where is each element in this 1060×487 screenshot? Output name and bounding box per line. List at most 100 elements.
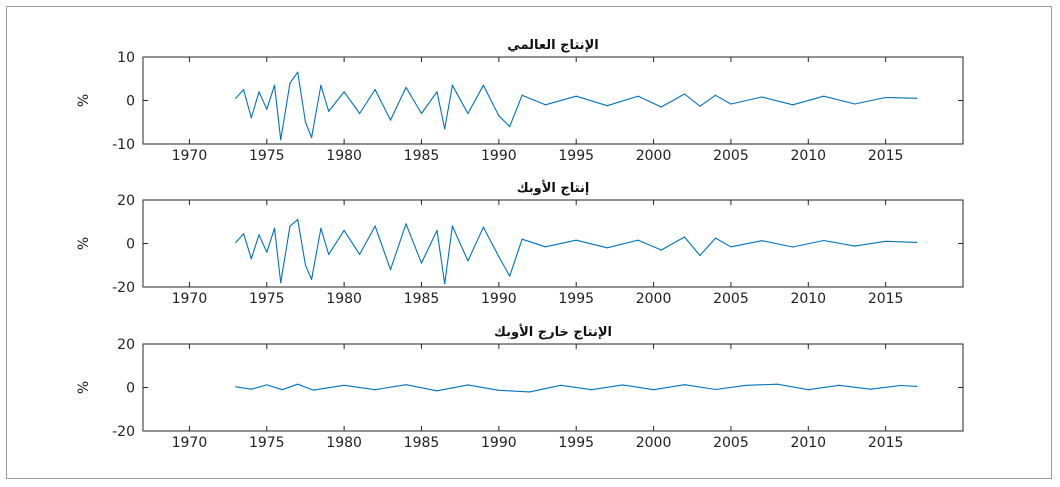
data-point [304,121,307,123]
data-point [885,96,887,99]
y-tick-label: 20 [117,193,135,209]
data-point [467,112,469,115]
data-point [444,128,446,130]
data-point [258,234,260,236]
data-point [714,237,717,239]
data-point [250,258,252,260]
data-point [575,239,577,241]
data-point [575,95,577,97]
x-tick-label: 1985 [404,435,440,451]
y-tick-label: 0 [126,94,135,110]
data-point [482,84,484,86]
data-point [714,388,717,391]
data-point [258,91,260,93]
data-point [266,251,268,253]
data-point [498,115,500,117]
data-point [900,384,902,387]
data-point [297,219,299,221]
y-tick-label: -10 [112,137,135,153]
x-tick-label: 1970 [172,435,208,451]
x-tick-label: 1995 [558,148,594,164]
x-tick-label: 1980 [326,148,362,164]
data-point [250,117,252,119]
data-point [320,227,322,229]
data-point [266,384,268,386]
data-point [509,275,511,277]
x-tick-label: 2000 [636,291,672,307]
x-tick-label: 1995 [558,435,594,451]
data-point [823,95,825,97]
x-tick-label: 1990 [481,148,517,164]
data-point [420,262,423,264]
data-point [838,384,840,386]
data-point [374,225,376,227]
data-point [637,95,639,97]
data-point [660,106,662,108]
data-point [235,386,237,388]
y-axis-label: % [76,237,92,250]
data-point [304,264,307,266]
data-point [591,389,593,391]
data-point [467,384,469,386]
data-point [280,139,282,141]
x-tick-label: 2000 [636,435,672,451]
subplot-title: إنتاج الأوبك [517,179,590,196]
data-point [235,97,237,99]
data-point [436,229,438,231]
data-point [807,389,809,391]
y-tick-label: -20 [112,424,135,440]
data-point [343,229,345,231]
data-point [730,103,732,105]
data-point [683,93,686,95]
data-point [320,84,322,86]
data-point [343,384,345,386]
data-point [280,282,282,284]
data-point [405,223,407,225]
data-point [916,241,918,243]
x-tick-label: 2000 [636,148,672,164]
y-axis-label: % [76,381,92,394]
data-point [451,84,453,86]
data-point [297,71,299,73]
data-point [792,104,794,106]
data-point [436,91,438,93]
data-point [792,246,794,248]
data-point [660,249,662,251]
x-tick-label: 1975 [249,148,285,164]
data-point [235,241,237,243]
x-tick-label: 2015 [868,435,904,451]
data-point [420,112,423,115]
data-point [311,278,313,280]
data-point [297,383,299,385]
x-tick-label: 2010 [790,435,826,451]
data-point [482,226,484,228]
data-point [266,108,268,110]
data-point [622,384,624,386]
data-point [683,236,686,238]
data-point [359,112,361,115]
data-point [521,94,523,96]
subplot-2: إنتاج الأوبك%1970 1975 1980 1985 1990 1995 200… [76,179,964,307]
data-point [289,82,291,84]
data-point [544,246,546,248]
data-point [560,384,562,386]
data-point [498,256,500,258]
y-tick-label: -20 [112,280,135,296]
data-point [869,388,871,390]
data-point [854,103,856,105]
x-tick-label: 2010 [790,148,826,164]
data-point [637,239,639,241]
data-point [389,119,392,121]
data-point [374,89,376,91]
data-point [730,246,732,248]
subplot-title: الإنتاج خارج الأوبك [494,323,612,340]
data-point [776,383,778,385]
data-point [444,283,446,285]
data-point [544,104,546,106]
y-tick-label: 10 [117,50,135,66]
x-tick-label: 2005 [713,435,749,451]
data-point [374,389,376,391]
data-point [289,225,291,227]
data-point [714,94,717,96]
